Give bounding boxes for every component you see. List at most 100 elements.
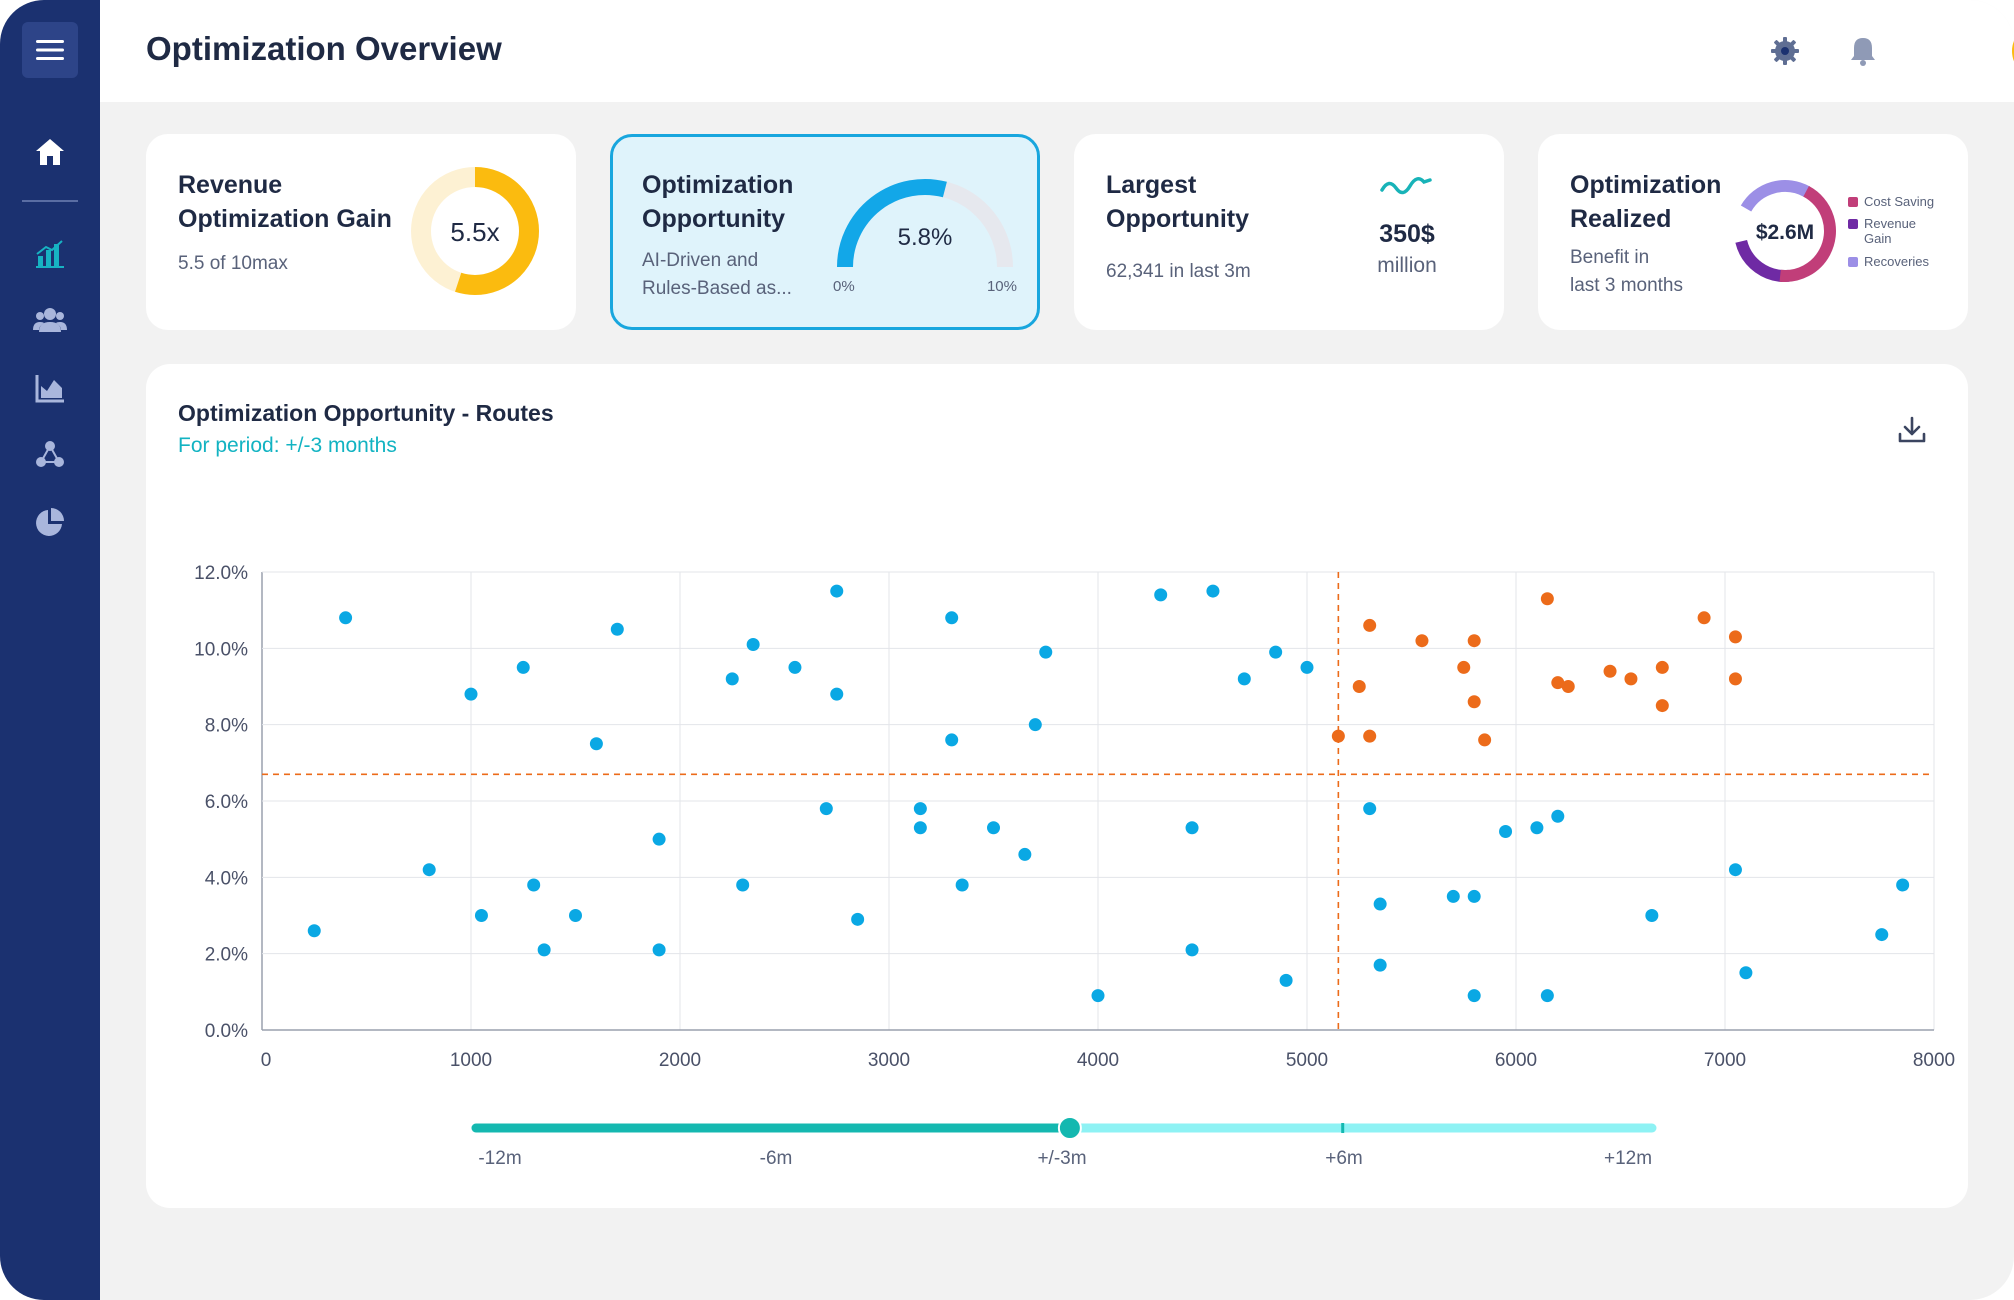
scatter-point[interactable] <box>527 878 541 892</box>
scatter-point[interactable] <box>1279 973 1293 987</box>
scatter-point[interactable] <box>1467 634 1481 648</box>
scatter-point[interactable] <box>1551 676 1565 690</box>
nav-users[interactable] <box>30 300 70 340</box>
scatter-point[interactable] <box>1363 802 1377 816</box>
scatter-point[interactable] <box>422 863 436 877</box>
scatter-point[interactable] <box>945 733 959 747</box>
scatter-point[interactable] <box>1697 611 1711 625</box>
menu-button[interactable] <box>22 22 78 78</box>
scatter-point[interactable] <box>725 672 739 686</box>
scatter-point[interactable] <box>1363 729 1377 743</box>
scatter-point[interactable] <box>987 821 1000 835</box>
scatter-point[interactable] <box>1603 664 1617 678</box>
scatter-point[interactable] <box>736 878 750 892</box>
scatter-point[interactable] <box>1728 863 1742 877</box>
scatter-point[interactable] <box>307 924 321 938</box>
scatter-point[interactable] <box>464 687 478 701</box>
scatter-point[interactable] <box>1028 718 1042 732</box>
scatter-point[interactable] <box>1655 699 1669 713</box>
scatter-point[interactable] <box>537 943 551 957</box>
scatter-point[interactable] <box>1645 909 1659 922</box>
scatter-point[interactable] <box>1237 672 1251 686</box>
scatter-point[interactable] <box>1728 672 1742 686</box>
scatter-point[interactable] <box>1300 660 1314 674</box>
notifications-button[interactable] <box>1846 34 1880 68</box>
scatter-point[interactable] <box>746 638 760 652</box>
scatter-point[interactable] <box>474 909 488 922</box>
top-header: Optimization Overview N <box>100 0 2014 102</box>
scatter-point[interactable] <box>945 611 959 625</box>
nav-home[interactable] <box>30 132 70 172</box>
scatter-point[interactable] <box>1540 989 1554 1003</box>
scatter-point[interactable] <box>1739 966 1753 980</box>
revenue-gain-card[interactable]: Revenue Optimization Gain 5.5 of 10max 5… <box>146 134 576 330</box>
slider-handle[interactable] <box>1057 1116 1082 1140</box>
slider-label[interactable]: +/-3m <box>1037 1148 1087 1169</box>
scatter-point[interactable] <box>1499 825 1513 839</box>
scatter-point[interactable] <box>339 611 353 625</box>
scatter-point[interactable] <box>1540 592 1554 606</box>
scatter-point[interactable] <box>1561 680 1575 693</box>
scatter-point[interactable] <box>1373 897 1387 911</box>
scatter-point[interactable] <box>1154 588 1168 602</box>
scatter-point[interactable] <box>1352 680 1366 693</box>
scatter-point[interactable] <box>652 832 666 846</box>
scatter-point[interactable] <box>1269 645 1283 659</box>
card-subtitle: 5.5 of 10max <box>178 253 288 274</box>
scatter-point[interactable] <box>830 584 844 598</box>
scatter-point[interactable] <box>1655 660 1669 674</box>
realized-value: $2.6M <box>1756 221 1814 244</box>
scatter-point[interactable] <box>652 943 666 957</box>
nav-reports[interactable] <box>30 502 70 542</box>
scatter-point[interactable] <box>830 687 844 701</box>
scatter-point[interactable] <box>1896 878 1910 892</box>
scatter-point[interactable] <box>610 622 624 636</box>
scatter-point[interactable] <box>1091 989 1105 1003</box>
optimization-realized-card[interactable]: Optimization Realized Benefit in last 3 … <box>1538 134 1968 330</box>
scatter-point[interactable] <box>1551 809 1565 823</box>
revenue-donut: 5.5x <box>411 167 539 295</box>
scatter-point[interactable] <box>1185 943 1199 957</box>
largest-opportunity-card[interactable]: Largest Opportunity 62,341 in last 3m 35… <box>1074 134 1504 330</box>
card-subtitle: 62,341 in last 3m <box>1106 261 1251 282</box>
scatter-point[interactable] <box>1206 584 1220 598</box>
revenue-value: 5.5x <box>450 217 499 247</box>
scatter-point[interactable] <box>1467 695 1481 709</box>
scatter-point[interactable] <box>1331 729 1345 743</box>
download-button[interactable] <box>1896 414 1928 446</box>
scatter-point[interactable] <box>516 660 530 674</box>
scatter-point[interactable] <box>1363 618 1377 632</box>
scatter-point[interactable] <box>1373 958 1387 972</box>
scatter-point[interactable] <box>913 821 927 835</box>
scatter-point[interactable] <box>1415 634 1429 648</box>
scatter-point[interactable] <box>1728 630 1742 644</box>
scatter-point[interactable] <box>569 909 582 922</box>
nav-network[interactable] <box>30 434 70 474</box>
scatter-point[interactable] <box>819 802 833 816</box>
slider-label[interactable]: +12m <box>1603 1148 1653 1169</box>
settings-button[interactable] <box>1768 34 1802 68</box>
scatter-point[interactable] <box>1875 928 1889 942</box>
slider-label[interactable]: -12m <box>478 1148 522 1169</box>
scatter-point[interactable] <box>1039 645 1053 659</box>
nav-analytics[interactable] <box>30 368 70 408</box>
scatter-point[interactable] <box>1467 889 1481 903</box>
optimization-opportunity-card[interactable]: Optimization Opportunity AI-Driven and R… <box>610 134 1040 330</box>
nav-dashboard[interactable] <box>30 234 70 274</box>
scatter-point[interactable] <box>589 737 603 751</box>
scatter-point[interactable] <box>955 878 969 892</box>
scatter-point[interactable] <box>1530 821 1544 835</box>
scatter-point[interactable] <box>1478 733 1492 747</box>
scatter-point[interactable] <box>913 802 927 816</box>
scatter-point[interactable] <box>1624 672 1638 686</box>
user-avatar[interactable]: N <box>2012 23 2014 79</box>
scatter-point[interactable] <box>788 660 802 674</box>
slider-label[interactable]: -6m <box>759 1148 793 1169</box>
scatter-point[interactable] <box>1185 821 1199 835</box>
scatter-point[interactable] <box>1446 889 1460 903</box>
scatter-point[interactable] <box>1457 660 1471 674</box>
scatter-point[interactable] <box>1018 847 1032 861</box>
scatter-point[interactable] <box>851 912 865 926</box>
slider-label[interactable]: +6m <box>1325 1148 1363 1169</box>
scatter-point[interactable] <box>1467 989 1481 1003</box>
